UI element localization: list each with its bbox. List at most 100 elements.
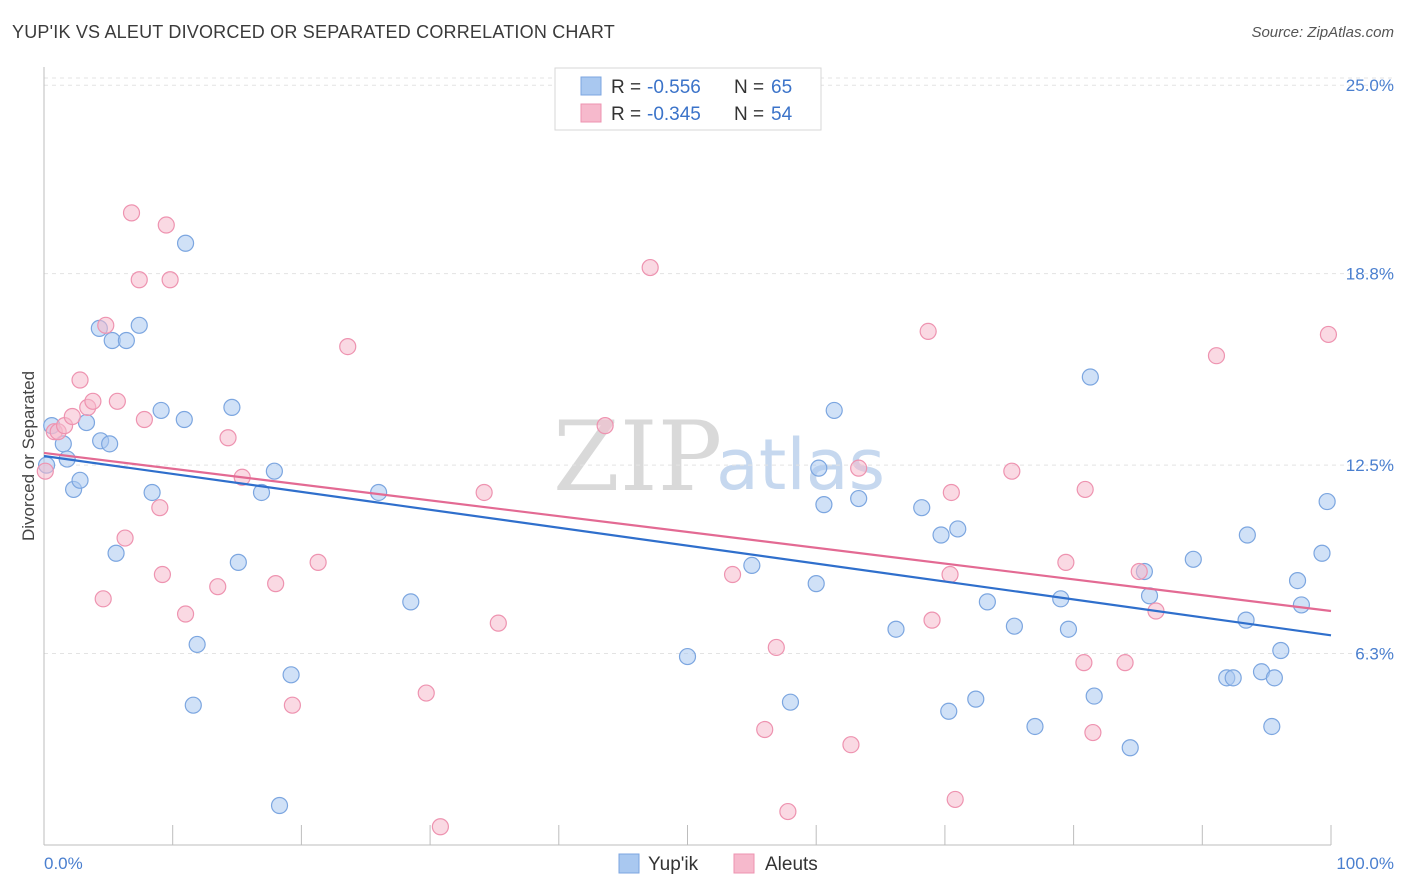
aleuts-point-18 bbox=[176, 605, 195, 623]
legend-n-label-2: N = bbox=[734, 104, 764, 125]
yupik-point-51 bbox=[1184, 550, 1202, 568]
bottom-legend-swatch-aleuts bbox=[733, 853, 755, 874]
aleuts-point-39 bbox=[923, 611, 941, 629]
yupik-point-46 bbox=[1081, 368, 1099, 386]
legend-swatch-yupik bbox=[580, 76, 602, 96]
aleuts-point-34 bbox=[767, 638, 785, 657]
aleuts-point-45 bbox=[1075, 654, 1093, 672]
chart-title: YUP'IK VS ALEUT DIVORCED OR SEPARATED CO… bbox=[12, 22, 615, 42]
aleuts-point-23 bbox=[283, 696, 301, 714]
legend-n-label-1: N = bbox=[734, 77, 764, 98]
yupik-point-34 bbox=[850, 489, 868, 508]
yupik-point-14 bbox=[152, 401, 170, 420]
aleuts-point-53 bbox=[36, 462, 54, 480]
yupik-point-60 bbox=[1288, 572, 1307, 590]
legend-r-value-1: -0.556 bbox=[647, 77, 701, 98]
aleuts-point-37 bbox=[850, 459, 868, 477]
yupik-point-43 bbox=[1026, 717, 1044, 736]
yupik-point-19 bbox=[223, 398, 241, 416]
aleuts-point-25 bbox=[339, 337, 357, 356]
legend-r-value-2: -0.345 bbox=[647, 104, 701, 125]
yupik-point-38 bbox=[940, 702, 958, 720]
yupik-point-61 bbox=[1292, 596, 1310, 614]
yupik-point-31 bbox=[810, 459, 828, 477]
legend-swatch-aleuts bbox=[580, 103, 602, 123]
aleuts-point-20 bbox=[219, 429, 237, 447]
y-tick-label-0: 6.3% bbox=[1355, 645, 1394, 664]
yupik-point-63 bbox=[1318, 492, 1336, 511]
aleuts-point-3 bbox=[63, 407, 81, 426]
series-yupik-points bbox=[37, 234, 1336, 815]
aleuts-point-31 bbox=[641, 258, 659, 277]
aleuts-point-24 bbox=[309, 553, 327, 571]
aleuts-point-43 bbox=[1003, 462, 1021, 480]
aleuts-point-16 bbox=[153, 565, 172, 584]
yupik-point-12 bbox=[107, 544, 125, 562]
yupik-point-36 bbox=[913, 499, 931, 517]
aleuts-point-11 bbox=[122, 204, 141, 222]
y-tick-label-1: 12.5% bbox=[1346, 456, 1394, 475]
yupik-point-8 bbox=[101, 435, 119, 453]
yupik-point-18 bbox=[188, 635, 206, 654]
yupik-point-54 bbox=[1237, 611, 1255, 629]
aleuts-point-8 bbox=[97, 316, 115, 334]
legend-r-label-1: R = bbox=[611, 77, 641, 98]
bottom-legend: Yup'ik Aleuts bbox=[618, 853, 818, 875]
aleuts-point-10 bbox=[116, 529, 134, 547]
yupik-point-10 bbox=[117, 331, 135, 350]
yupik-point-57 bbox=[1263, 717, 1281, 736]
y-tick-label-2: 18.8% bbox=[1346, 265, 1394, 284]
aleuts-point-47 bbox=[1084, 723, 1102, 742]
yupik-point-26 bbox=[402, 593, 420, 611]
yupik-point-24 bbox=[282, 666, 300, 684]
legend-r-label-2: R = bbox=[611, 104, 641, 125]
yupik-point-13 bbox=[143, 483, 161, 502]
aleuts-point-49 bbox=[1130, 562, 1148, 581]
yupik-point-55 bbox=[1238, 526, 1256, 544]
x-tick-label-min: 0.0% bbox=[44, 854, 83, 873]
watermark-zip: ZIP bbox=[553, 401, 722, 513]
aleuts-point-28 bbox=[475, 483, 493, 502]
yupik-trend-line bbox=[43, 454, 1332, 637]
aleuts-point-26 bbox=[417, 684, 435, 702]
yupik-point-15 bbox=[175, 410, 193, 429]
aleuts-point-17 bbox=[161, 271, 179, 289]
yupik-point-11 bbox=[130, 316, 148, 334]
legend-n-value-1: 65 bbox=[771, 77, 792, 98]
aleuts-point-29 bbox=[489, 614, 507, 632]
yupik-point-40 bbox=[967, 690, 985, 708]
x-tick-label-max: 100.0% bbox=[1336, 854, 1394, 873]
aleuts-point-27 bbox=[431, 818, 449, 836]
yupik-point-35 bbox=[887, 620, 905, 638]
yupik-point-16 bbox=[176, 234, 195, 252]
aleuts-point-22 bbox=[267, 575, 285, 593]
yupik-point-59 bbox=[1272, 641, 1290, 660]
aleuts-point-46 bbox=[1076, 480, 1094, 499]
yupik-point-29 bbox=[781, 693, 800, 711]
aleuts-point-48 bbox=[1116, 654, 1134, 672]
aleuts-point-4 bbox=[71, 371, 89, 389]
yupik-point-20 bbox=[229, 553, 247, 571]
yupik-point-22 bbox=[265, 462, 283, 480]
aleuts-point-51 bbox=[1207, 347, 1226, 365]
yupik-point-45 bbox=[1059, 620, 1078, 638]
yupik-point-53 bbox=[1224, 669, 1242, 687]
yupik-point-4 bbox=[71, 471, 89, 489]
aleuts-point-6 bbox=[84, 392, 102, 410]
y-tick-labels: 6.3% 12.5% 18.8% 25.0% bbox=[1346, 76, 1394, 663]
yupik-point-30 bbox=[807, 575, 825, 593]
yupik-point-28 bbox=[743, 556, 761, 575]
yupik-point-47 bbox=[1085, 687, 1103, 705]
aleuts-point-35 bbox=[779, 802, 797, 821]
aleuts-point-19 bbox=[209, 578, 227, 596]
yupik-point-62 bbox=[1313, 544, 1331, 562]
yupik-point-32 bbox=[815, 496, 833, 514]
bottom-legend-label-yupik: Yup'ik bbox=[648, 854, 699, 875]
aleuts-point-15 bbox=[157, 216, 175, 234]
bottom-legend-label-aleuts: Aleuts bbox=[765, 854, 818, 875]
y-tick-label-3: 25.0% bbox=[1346, 76, 1394, 95]
series-aleuts-points bbox=[36, 204, 1338, 836]
yupik-point-23 bbox=[270, 796, 289, 815]
aleuts-point-12 bbox=[130, 271, 148, 289]
aleuts-point-38 bbox=[919, 322, 937, 340]
